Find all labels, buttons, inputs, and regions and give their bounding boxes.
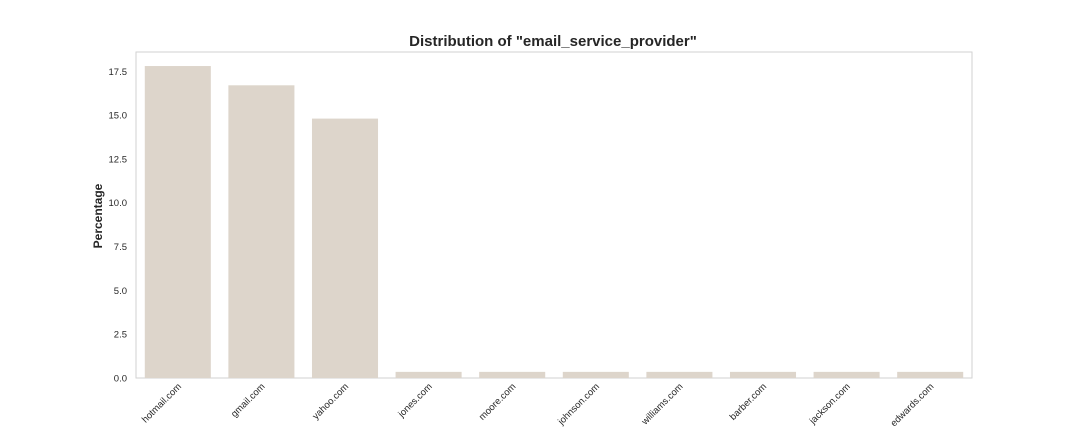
x-tick-label: jackson.com	[807, 381, 853, 427]
plot-frame	[135, 51, 973, 379]
x-tick-label: johnson.com	[555, 381, 602, 428]
bar-yahoo-com	[311, 118, 379, 378]
y-tick-label: 17.5	[109, 67, 128, 78]
y-tick-label: 7.5	[114, 242, 127, 253]
x-tick-label: edwards.com	[889, 381, 937, 429]
bar-johnson-com	[562, 371, 629, 378]
x-axis-ticks: hotmail.com gmail.com yahoo.com jones.com mo…	[140, 381, 936, 429]
y-axis-ticks: 0.0 2.5 5.0 7.5 10.0 12.5 15.0 17.5	[109, 67, 128, 385]
y-tick-label: 15.0	[109, 111, 128, 122]
y-tick-label: 0.0	[114, 374, 127, 385]
bar-gmail-com	[228, 85, 295, 379]
chart-title: Distribution of "email_service_provider"	[409, 33, 697, 50]
x-tick-label: jones.com	[396, 381, 435, 420]
bar-jackson-com	[813, 371, 880, 378]
x-tick-label: williams.com	[639, 381, 686, 428]
x-tick-label: hotmail.com	[140, 381, 184, 425]
x-tick-label: moore.com	[477, 381, 518, 422]
x-tick-label: gmail.com	[229, 381, 267, 419]
bar-barber-com	[729, 371, 797, 378]
y-axis-label: Percentage	[91, 183, 105, 248]
y-tick-label: 10.0	[109, 198, 128, 209]
x-tick-label: barber.com	[728, 381, 769, 422]
bar-hotmail-com	[144, 66, 211, 379]
y-tick-label: 12.5	[109, 154, 128, 165]
x-tick-label: yahoo.com	[310, 381, 351, 422]
bar-moore-com	[479, 371, 546, 378]
bar-jones-com	[395, 371, 462, 378]
bar-edwards-com	[897, 371, 964, 378]
bar-williams-com	[646, 371, 713, 378]
y-tick-label: 2.5	[114, 330, 127, 341]
y-tick-label: 5.0	[114, 286, 127, 297]
bars-group	[144, 66, 964, 379]
